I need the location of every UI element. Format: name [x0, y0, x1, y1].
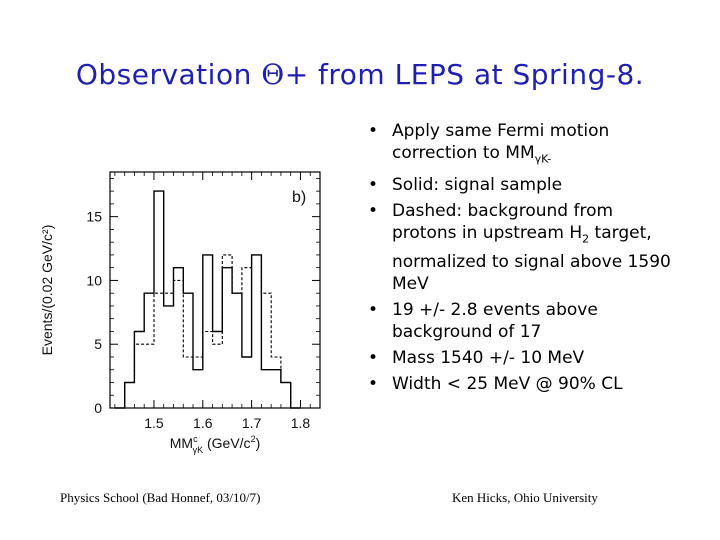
x-axis-label: MMc γK (GeV/c2) [170, 434, 261, 455]
panel-label: b) [292, 189, 306, 206]
bullet-item: Apply same Fermi motion correction to MM… [360, 120, 680, 170]
y-tick-label: 5 [94, 336, 102, 352]
bullet-subscript: γK- [534, 152, 552, 166]
x-tick-label: 1.7 [242, 415, 262, 431]
theta-symbol: Θ [261, 58, 285, 91]
x-axis-label-part: c [193, 434, 198, 444]
bullet-text: Width < 25 MeV @ 90% CL [392, 373, 623, 394]
x-axis-label-part: ) [256, 435, 261, 451]
bullet-item: Width < 25 MeV @ 90% CL [360, 373, 680, 395]
bullet-subscript: 2 [582, 232, 590, 246]
bullet-text: Mass 1540 +/- 10 MeV [392, 347, 585, 368]
title-prefix: Observation [75, 58, 262, 91]
bullet-list: Apply same Fermi motion correction to MM… [360, 120, 680, 399]
bullet-text: Dashed: background from protons in upstr… [392, 201, 614, 244]
bullet-item: 19 +/- 2.8 events above background of 17 [360, 299, 680, 343]
y-tick-label: 10 [86, 272, 102, 288]
signal-histogram [114, 190, 301, 409]
bullet-text: Apply same Fermi motion correction to MM [392, 121, 610, 163]
histogram-chart: 0 5 10 15 1.5 1.6 1.7 1.8 b) Events/(0.02 GeV/c²)… [39, 171, 321, 455]
x-axis-label-part: 2 [251, 434, 256, 444]
slide-title: Observation Θ+ from LEPS at Spring-8. [0, 58, 720, 91]
footer-author: Ken Hicks, Ohio University [452, 490, 598, 505]
x-tick-label: 1.8 [291, 415, 311, 431]
title-suffix: + from LEPS at Spring-8. [284, 58, 645, 91]
y-tick-label: 15 [86, 209, 102, 225]
bullet-item: Mass 1540 +/- 10 MeV [360, 347, 680, 369]
bullet-text: Solid: signal sample [392, 175, 563, 196]
x-axis-label-part: (GeV/c [203, 435, 250, 451]
bullet-text: 19 +/- 2.8 events above background of 17 [392, 299, 598, 342]
x-tick-label: 1.6 [193, 415, 213, 431]
y-axis-label: Events/(0.02 GeV/c²) [39, 225, 55, 356]
footer-event: Physics School (Bad Honnef, 03/10/7) [60, 490, 261, 505]
bullet-item: Solid: signal sample [360, 174, 680, 196]
bullet-text: target, normalized to signal above 1590 … [392, 223, 671, 294]
x-tick-label: 1.5 [144, 415, 164, 431]
y-tick-label: 0 [94, 400, 102, 416]
plot-frame [109, 171, 321, 409]
background-histogram [114, 254, 301, 409]
bullet-item: Dashed: background from protons in upstr… [360, 200, 680, 294]
x-axis-label-part: γK [193, 445, 204, 455]
x-axis-label-part: MM [170, 435, 193, 451]
